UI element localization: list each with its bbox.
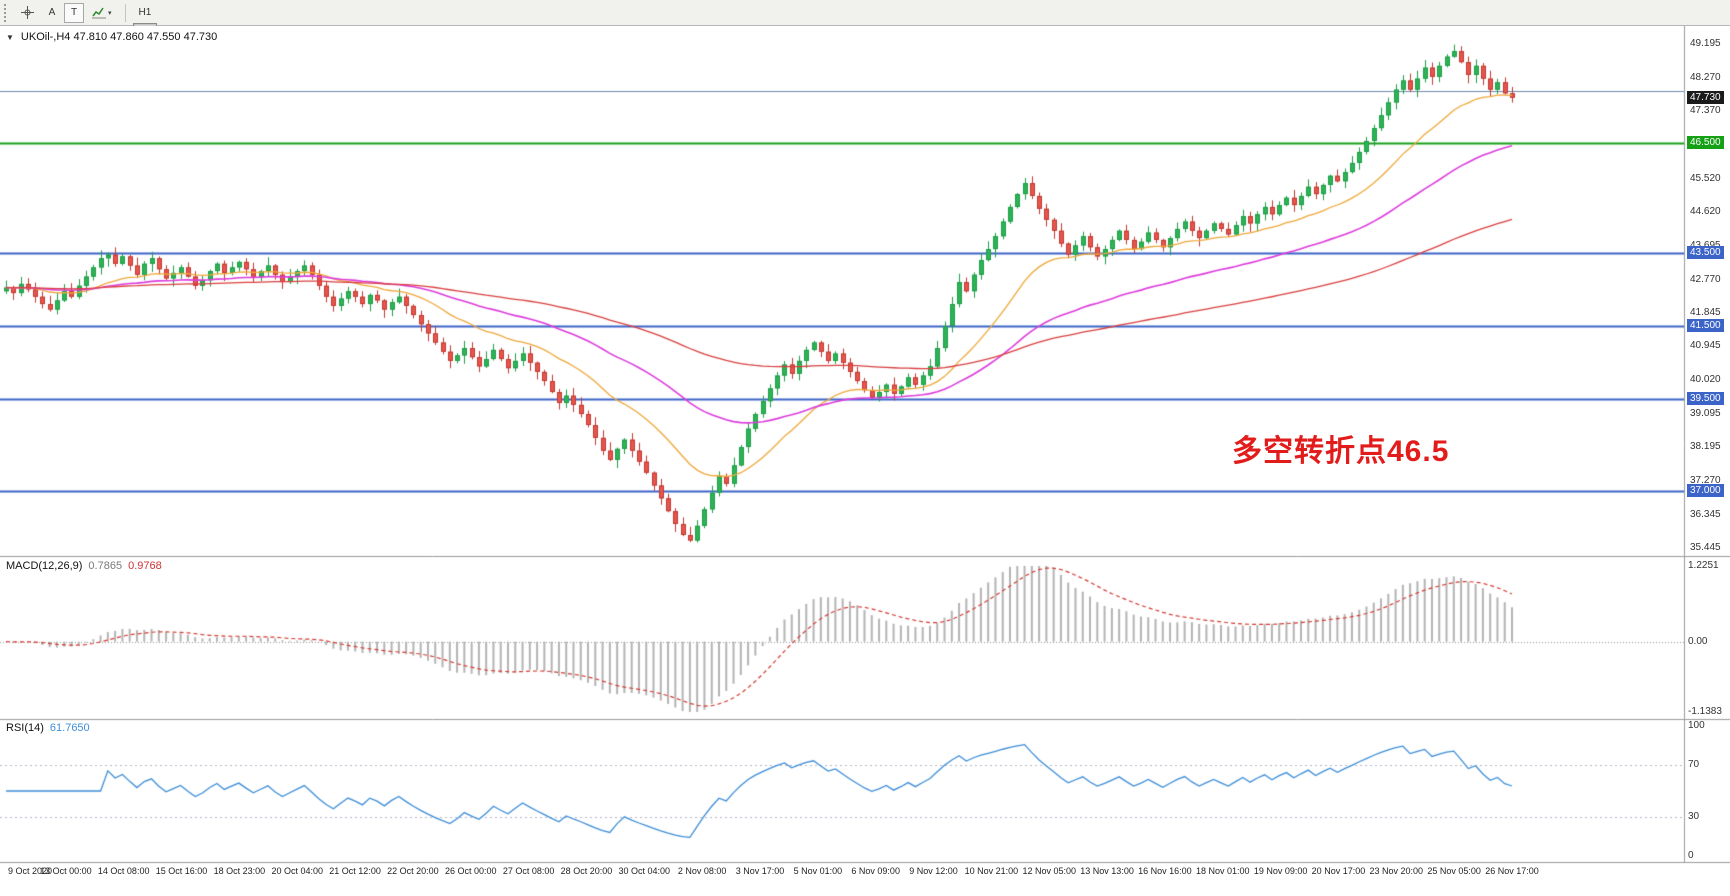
rsi-indicator-header: RSI(14) 61.7650	[6, 722, 90, 734]
rsi-value: 61.7650	[49, 722, 90, 734]
macd-signal-value: 0.9768	[128, 560, 162, 572]
price-axis-label: 43.695	[1687, 239, 1724, 252]
time-axis-label: 27 Oct 08:00	[502, 866, 555, 876]
toolbar-grip[interactable]	[4, 3, 9, 22]
time-axis-label: 9 Nov 12:00	[909, 866, 958, 876]
time-axis-label: 20 Oct 04:00	[271, 866, 323, 876]
price-axis-label: 38.195	[1690, 441, 1721, 453]
level-price-badge: 41.500	[1687, 319, 1724, 333]
price-axis-label: 48.270	[1690, 71, 1721, 83]
level-price-badge: 46.500	[1687, 135, 1724, 149]
price-axis-label: 47.370	[1690, 104, 1721, 116]
time-axis-label: 19 Nov 09:00	[1253, 866, 1308, 876]
time-axis-label: 20 Nov 17:00	[1311, 866, 1366, 876]
time-axis-label: 16 Nov 16:00	[1138, 866, 1192, 876]
time-axis-label: 6 Nov 09:00	[851, 866, 900, 876]
time-axis-label: 15 Oct 16:00	[155, 866, 208, 876]
rsi-axis-label: 100	[1688, 720, 1705, 731]
macd-axis-label: 0.00	[1688, 635, 1708, 647]
level-price-badge: 43.500	[1687, 245, 1724, 259]
price-axis-label: 40.945	[1690, 340, 1721, 352]
symbol-ohlc-text: UKOil-,H4 47.810 47.860 47.550 47.730	[20, 31, 218, 43]
macd-label: MACD(12,26,9)	[6, 560, 83, 572]
time-axis-label: 14 Oct 08:00	[97, 866, 150, 876]
time-axis-label: 18 Oct 23:00	[213, 866, 266, 876]
time-axis-label: 13 Oct 00:00	[40, 866, 92, 876]
price-axis-label: 35.445	[1690, 542, 1721, 553]
price-axis-label: 41.845	[1690, 307, 1721, 319]
time-axis-label: 28 Oct 20:00	[560, 866, 613, 876]
time-axis-label: 23 Nov 20:00	[1369, 866, 1424, 876]
time-axis-label: 10 Nov 21:00	[964, 866, 1019, 876]
price-axis-label: 40.020	[1690, 374, 1721, 386]
text-label-tool-button[interactable]: A	[42, 3, 62, 23]
time-axis-label: 25 Nov 05:00	[1427, 866, 1481, 876]
time-axis-label: 3 Nov 17:00	[735, 866, 785, 876]
chart-region[interactable]: ▼ UKOil-,H4 47.810 47.860 47.550 47.730 …	[0, 26, 1730, 896]
time-axis-label: 5 Nov 01:00	[793, 866, 843, 876]
price-axis[interactable]: 49.195 48.270 47.730 47.370 46.500 45.520 44.6…	[1685, 26, 1730, 896]
toolbar: A T ▾ M1M5M15M30H1H4D1W1MN	[0, 0, 1730, 98]
price-axis-label: 36.345	[1690, 509, 1721, 520]
time-axis-label: 12 Nov 05:00	[1022, 866, 1076, 876]
current-price-badge: 47.730	[1687, 90, 1724, 104]
price-axis-label: 39.095	[1690, 408, 1721, 420]
macd-indicator-header: MACD(12,26,9) 0.7865 0.9768	[6, 560, 162, 572]
macd-axis-label: -1.1383	[1688, 706, 1722, 717]
time-axis-label: 9 Oct 2020	[8, 866, 53, 876]
rsi-axis-label: 0	[1688, 850, 1694, 861]
macd-axis-label: 1.2251	[1688, 560, 1719, 571]
level-price-badge: 37.000	[1687, 484, 1724, 497]
price-axis-label: 37.270	[1690, 475, 1721, 487]
price-axis-label: 44.620	[1690, 205, 1721, 217]
level-price-badge: 39.500	[1687, 392, 1724, 406]
time-axis-label: 2 Nov 08:00	[677, 866, 727, 876]
price-axis-label: 45.520	[1690, 172, 1721, 184]
rsi-axis-label: 70	[1688, 759, 1700, 770]
price-axis-label: 42.770	[1690, 273, 1721, 285]
chart-text-annotation[interactable]: 多空转折点46.5	[1232, 435, 1450, 468]
rsi-label: RSI(14)	[6, 722, 44, 734]
time-axis-label: 22 Oct 20:00	[387, 866, 439, 876]
text-tool-button[interactable]: T	[64, 2, 84, 23]
time-axis-label: 26 Nov 17:00	[1485, 866, 1539, 876]
rsi-axis-label: 30	[1688, 811, 1700, 822]
macd-main-value: 0.7865	[88, 560, 123, 572]
toolbar-separator	[124, 3, 126, 22]
collapse-triangle-icon[interactable]: ▼	[6, 32, 14, 42]
timeframe-button-h1[interactable]: H1	[133, 3, 158, 23]
time-axis-label: 13 Nov 13:00	[1080, 866, 1134, 876]
indicators-button[interactable]: ▾	[86, 3, 118, 23]
time-axis-label: 18 Nov 01:00	[1195, 866, 1250, 876]
time-axis-label: 26 Oct 00:00	[444, 866, 497, 876]
time-axis[interactable]: 9 Oct 2020 13 Oct 00:00 14 Oct 08:00 15 Oct…	[0, 26, 1730, 896]
crosshair-icon[interactable]	[15, 3, 40, 23]
chevron-down-icon: ▾	[108, 9, 112, 17]
price-axis-label: 49.195	[1690, 38, 1721, 49]
time-axis-label: 21 Oct 12:00	[329, 866, 381, 876]
indicator-chart-icon	[92, 7, 106, 18]
time-axis-label: 30 Oct 04:00	[618, 866, 671, 876]
chart-symbol-header: ▼ UKOil-,H4 47.810 47.860 47.550 47.730	[6, 31, 217, 43]
chart-canvas[interactable]	[0, 26, 1730, 896]
